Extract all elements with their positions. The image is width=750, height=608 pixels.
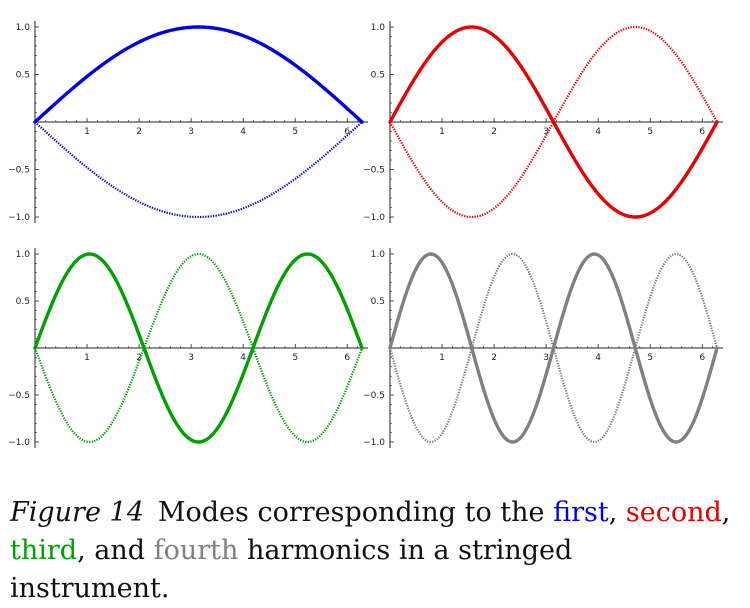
chart-panel-mode-1: 1 2 3 4 5 6 −1.0 −0.5 0.5 1.0	[8, 21, 368, 223]
x-tick-label: 2	[136, 127, 142, 137]
y-tick-label: −1.0	[8, 213, 30, 223]
caption-sep-2: ,	[721, 497, 731, 528]
caption-word-first: first	[553, 497, 609, 528]
figure-label: Figure 14	[10, 497, 144, 528]
y-tick-label: 1.0	[16, 250, 31, 260]
x-tick-label: 5	[647, 353, 653, 363]
chart-panel-mode-3: 1 2 3 4 5 6 −1.0 −0.5 0.5 1.0	[8, 248, 368, 448]
x-tick-label: 5	[647, 127, 653, 137]
x-tick-label: 2	[136, 353, 142, 363]
series-solid-curve	[33, 25, 364, 124]
y-tick-label: −0.5	[8, 166, 30, 176]
y-tick-label: −0.5	[363, 391, 385, 401]
series-solid-curve	[33, 252, 364, 444]
y-tick-label: 0.5	[371, 297, 385, 307]
x-tick-label: 3	[188, 127, 194, 137]
caption-word-third: third	[10, 535, 78, 566]
x-tick-label: 1	[84, 127, 90, 137]
chart-panel-mode-4: 1 2 3 4 5 6 −1.0 −0.5 0.5 1.0	[363, 248, 723, 448]
caption-text-before: Modes corresponding to the	[157, 497, 554, 528]
plots-grid: 1 2 3 4 5 6 −1.0 −0.5 0.5 1.0 1 2 3 4 5 6 −1.0 −0.5 0.5 1.0…	[8, 21, 723, 448]
y-tick-label: 1.0	[16, 23, 31, 33]
caption-word-fourth: fourth	[153, 535, 239, 566]
x-tick-label: 2	[491, 127, 497, 137]
series-dotted-curve	[33, 252, 364, 444]
y-tick-label: −1.0	[363, 438, 385, 448]
x-tick-label: 5	[292, 127, 298, 137]
x-tick-label: 2	[491, 353, 497, 363]
caption-word-second: second	[625, 497, 722, 528]
figure-caption: Figure 14 Modes corresponding to the firs…	[10, 494, 740, 608]
figure: 1 2 3 4 5 6 −1.0 −0.5 0.5 1.0 1 2 3 4 5 6 −1.0 −0.5 0.5 1.0…	[8, 21, 730, 604]
x-tick-label: 1	[439, 127, 445, 137]
x-tick-label: 4	[595, 353, 601, 363]
x-tick-label: 1	[439, 353, 445, 363]
x-tick-label: 4	[240, 127, 246, 137]
y-tick-label: 1.0	[371, 250, 386, 260]
y-tick-label: −1.0	[363, 213, 385, 223]
series-solid-curve	[388, 25, 719, 219]
y-tick-label: −1.0	[8, 438, 30, 448]
series-dotted-curve	[389, 25, 718, 219]
y-tick-label: 0.5	[371, 71, 385, 81]
x-tick-label: 1	[84, 353, 90, 363]
series-dotted-curve	[34, 121, 363, 219]
x-tick-label: 6	[699, 353, 705, 363]
x-tick-label: 3	[543, 353, 549, 363]
caption-sep-1: ,	[608, 497, 626, 528]
x-tick-label: 6	[699, 127, 705, 137]
caption-sep-3: , and	[77, 535, 154, 566]
x-tick-label: 3	[543, 127, 549, 137]
x-tick-label: 3	[188, 353, 194, 363]
y-tick-label: 0.5	[16, 297, 30, 307]
x-tick-label: 6	[344, 353, 350, 363]
y-tick-label: 1.0	[371, 23, 386, 33]
x-tick-label: 4	[595, 127, 601, 137]
x-tick-label: 5	[292, 353, 298, 363]
y-tick-label: 0.5	[16, 71, 30, 81]
y-tick-label: −0.5	[363, 166, 385, 176]
y-tick-label: −0.5	[8, 391, 30, 401]
x-tick-label: 4	[240, 353, 246, 363]
x-tick-label: 6	[344, 127, 350, 137]
chart-panel-mode-2: 1 2 3 4 5 6 −1.0 −0.5 0.5 1.0	[363, 21, 723, 223]
series-dotted-curve	[388, 252, 719, 444]
